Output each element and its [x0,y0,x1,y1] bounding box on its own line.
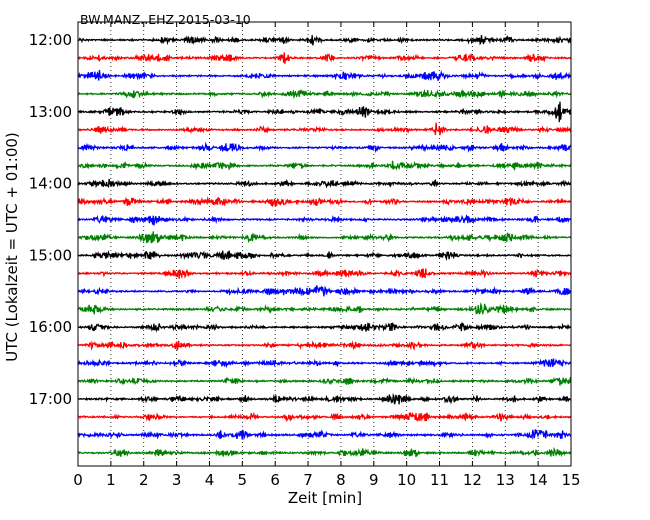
trace-line [77,101,572,123]
plot-frame [77,21,572,467]
y-tick-label: 14:00 [29,175,72,193]
trace-line [77,231,572,244]
x-tick-label: 1 [106,471,116,489]
trace-line [77,141,572,154]
y-tick-label: 15:00 [29,246,72,264]
x-tick-label: 9 [369,471,379,489]
trace-line [77,160,572,171]
trace-line [77,249,572,262]
trace-line [77,52,572,64]
trace-line [77,214,572,226]
y-axis-title: UTC (Lokalzeit = UTC + 01:00) [3,132,21,362]
trace-layer [77,34,572,458]
trace-line [77,411,572,423]
x-tick-label: 4 [205,471,215,489]
trace-line [77,69,572,81]
trace-line [77,322,572,333]
trace-line [77,358,572,369]
x-tick-label: 14 [529,471,548,489]
x-tick-label: 5 [238,471,248,489]
x-tick-label: 0 [73,471,83,489]
x-tick-label: 15 [561,471,580,489]
y-tick-label: 13:00 [29,103,72,121]
x-tick-label: 12 [463,471,482,489]
trace-line [77,34,572,46]
trace-line [77,285,572,297]
x-axis-title: Zeit [min] [288,489,362,507]
x-tick-label: 7 [303,471,313,489]
x-tick-label: 13 [496,471,515,489]
chart-title: BW.MANZ..EHZ 2015-03-10 [80,12,251,27]
x-tick-label: 3 [172,471,182,489]
trace-line [77,376,572,386]
trace-line [77,268,572,280]
y-tick-label: 12:00 [29,31,72,49]
y-tick-label: 17:00 [29,390,72,408]
y-axis: 12:00 13:00 14:00 15:00 16:00 17:00 [29,31,571,408]
x-axis: 0 1 2 3 4 5 6 7 8 9 10 11 12 13 14 15 [73,22,581,489]
trace-line [77,301,572,316]
x-tick-label: 6 [270,471,280,489]
trace-line [77,446,572,458]
trace-line [77,340,572,352]
trace-line [77,392,572,405]
trace-line [77,88,572,100]
trace-line [77,122,572,136]
trace-line [77,429,572,441]
trace-line [77,196,572,208]
y-tick-label: 16:00 [29,318,72,336]
x-tick-label: 2 [139,471,149,489]
trace-line [77,178,572,189]
x-tick-label: 10 [397,471,416,489]
x-tick-label: 8 [336,471,346,489]
x-tick-label: 11 [430,471,449,489]
